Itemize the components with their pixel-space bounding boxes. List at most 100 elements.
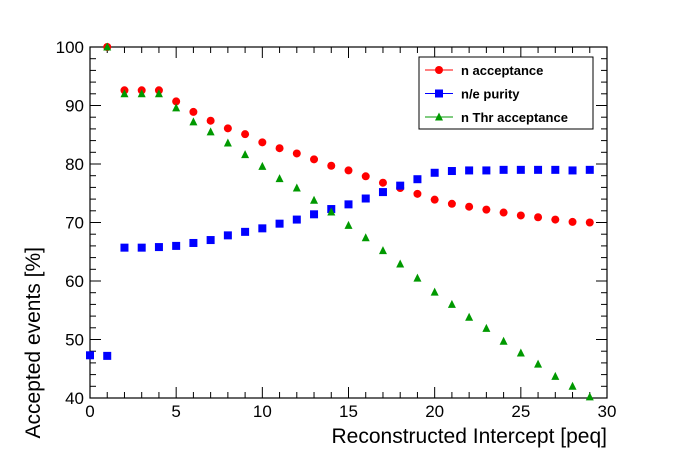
data-point bbox=[241, 150, 250, 159]
data-point bbox=[241, 130, 250, 139]
data-point bbox=[499, 336, 508, 345]
legend-label: n Thr acceptance bbox=[461, 110, 568, 125]
x-axis-title: Reconstructed Intercept [peq] bbox=[332, 425, 608, 448]
data-point bbox=[482, 166, 491, 175]
data-point bbox=[206, 116, 215, 125]
data-point bbox=[327, 161, 336, 170]
data-point bbox=[499, 165, 508, 174]
data-point bbox=[585, 218, 594, 227]
data-point bbox=[568, 166, 577, 175]
data-point bbox=[361, 172, 370, 181]
data-point bbox=[154, 89, 163, 98]
data-point bbox=[378, 246, 387, 255]
data-point bbox=[568, 381, 577, 390]
data-point bbox=[430, 287, 439, 296]
data-point bbox=[172, 103, 181, 112]
data-point bbox=[396, 259, 405, 268]
data-point bbox=[154, 243, 163, 252]
legend-label: n acceptance bbox=[461, 63, 543, 78]
data-point bbox=[189, 238, 198, 247]
data-point bbox=[310, 195, 319, 204]
data-point bbox=[103, 351, 112, 360]
data-point bbox=[120, 243, 129, 252]
legend-marker bbox=[435, 89, 443, 98]
data-point bbox=[551, 215, 560, 224]
data-point bbox=[344, 220, 353, 229]
data-point bbox=[189, 117, 198, 126]
data-point bbox=[275, 219, 284, 228]
data-point bbox=[447, 167, 456, 176]
data-point bbox=[137, 243, 146, 252]
data-point bbox=[344, 200, 353, 209]
data-point bbox=[516, 348, 525, 357]
data-point bbox=[172, 241, 181, 250]
data-point bbox=[396, 181, 405, 190]
data-point bbox=[447, 299, 456, 308]
data-point bbox=[258, 224, 267, 233]
data-point bbox=[223, 124, 232, 133]
x-tick-label: 10 bbox=[253, 402, 272, 421]
legend: n acceptance n/e purity n Thr acceptance bbox=[418, 56, 594, 130]
data-point bbox=[534, 165, 543, 174]
y-tick-label: 60 bbox=[65, 272, 84, 291]
legend-marker bbox=[435, 112, 443, 121]
y-tick-label: 70 bbox=[65, 214, 84, 233]
legend-marker bbox=[435, 66, 443, 74]
legend-label: n/e purity bbox=[461, 87, 520, 102]
x-tick-label: 20 bbox=[425, 402, 444, 421]
data-point bbox=[482, 205, 491, 214]
data-point bbox=[430, 195, 439, 204]
data-point bbox=[482, 323, 491, 332]
data-point bbox=[275, 144, 284, 153]
data-point bbox=[534, 213, 543, 222]
y-tick-label: 80 bbox=[65, 155, 84, 174]
data-point bbox=[310, 155, 319, 164]
data-point bbox=[413, 175, 422, 184]
data-point bbox=[499, 208, 508, 217]
data-point bbox=[292, 183, 301, 192]
data-point bbox=[310, 210, 319, 219]
data-point bbox=[223, 138, 232, 147]
data-point bbox=[465, 166, 474, 175]
x-tick-label: 25 bbox=[511, 402, 530, 421]
data-point bbox=[241, 227, 250, 236]
data-point bbox=[137, 89, 146, 98]
data-point bbox=[378, 188, 387, 197]
x-tick-label: 5 bbox=[171, 402, 180, 421]
data-point bbox=[292, 149, 301, 158]
data-point bbox=[465, 312, 474, 321]
series-n-thr-acceptance bbox=[103, 42, 594, 401]
y-axis-title: Accepted events [%] bbox=[22, 247, 45, 438]
data-point bbox=[172, 97, 181, 106]
data-point bbox=[103, 42, 112, 51]
data-point bbox=[551, 371, 560, 380]
data-point bbox=[258, 161, 267, 170]
axes: 0 5 10 15 20 25 30 40 50 60 70 80 90 100 bbox=[56, 38, 617, 421]
data-point bbox=[189, 107, 198, 116]
data-point bbox=[585, 165, 594, 174]
data-point bbox=[258, 138, 267, 147]
data-point bbox=[327, 207, 336, 216]
data-point bbox=[551, 165, 560, 174]
data-point bbox=[206, 236, 215, 245]
data-point bbox=[275, 174, 284, 183]
data-point bbox=[344, 166, 353, 175]
data-point bbox=[413, 189, 422, 198]
y-tick-label: 90 bbox=[65, 97, 84, 116]
data-point bbox=[534, 359, 543, 368]
data-point bbox=[206, 127, 215, 136]
data-point bbox=[430, 168, 439, 177]
data-point bbox=[516, 165, 525, 174]
y-tick-label: 100 bbox=[56, 38, 84, 57]
data-point bbox=[568, 217, 577, 226]
series-n-e-purity bbox=[86, 165, 594, 360]
data-point bbox=[516, 211, 525, 220]
data-point bbox=[361, 233, 370, 242]
data-point bbox=[120, 89, 129, 98]
x-tick-label: 15 bbox=[339, 402, 358, 421]
data-point bbox=[292, 215, 301, 224]
data-point bbox=[223, 231, 232, 240]
data-point bbox=[86, 351, 94, 360]
